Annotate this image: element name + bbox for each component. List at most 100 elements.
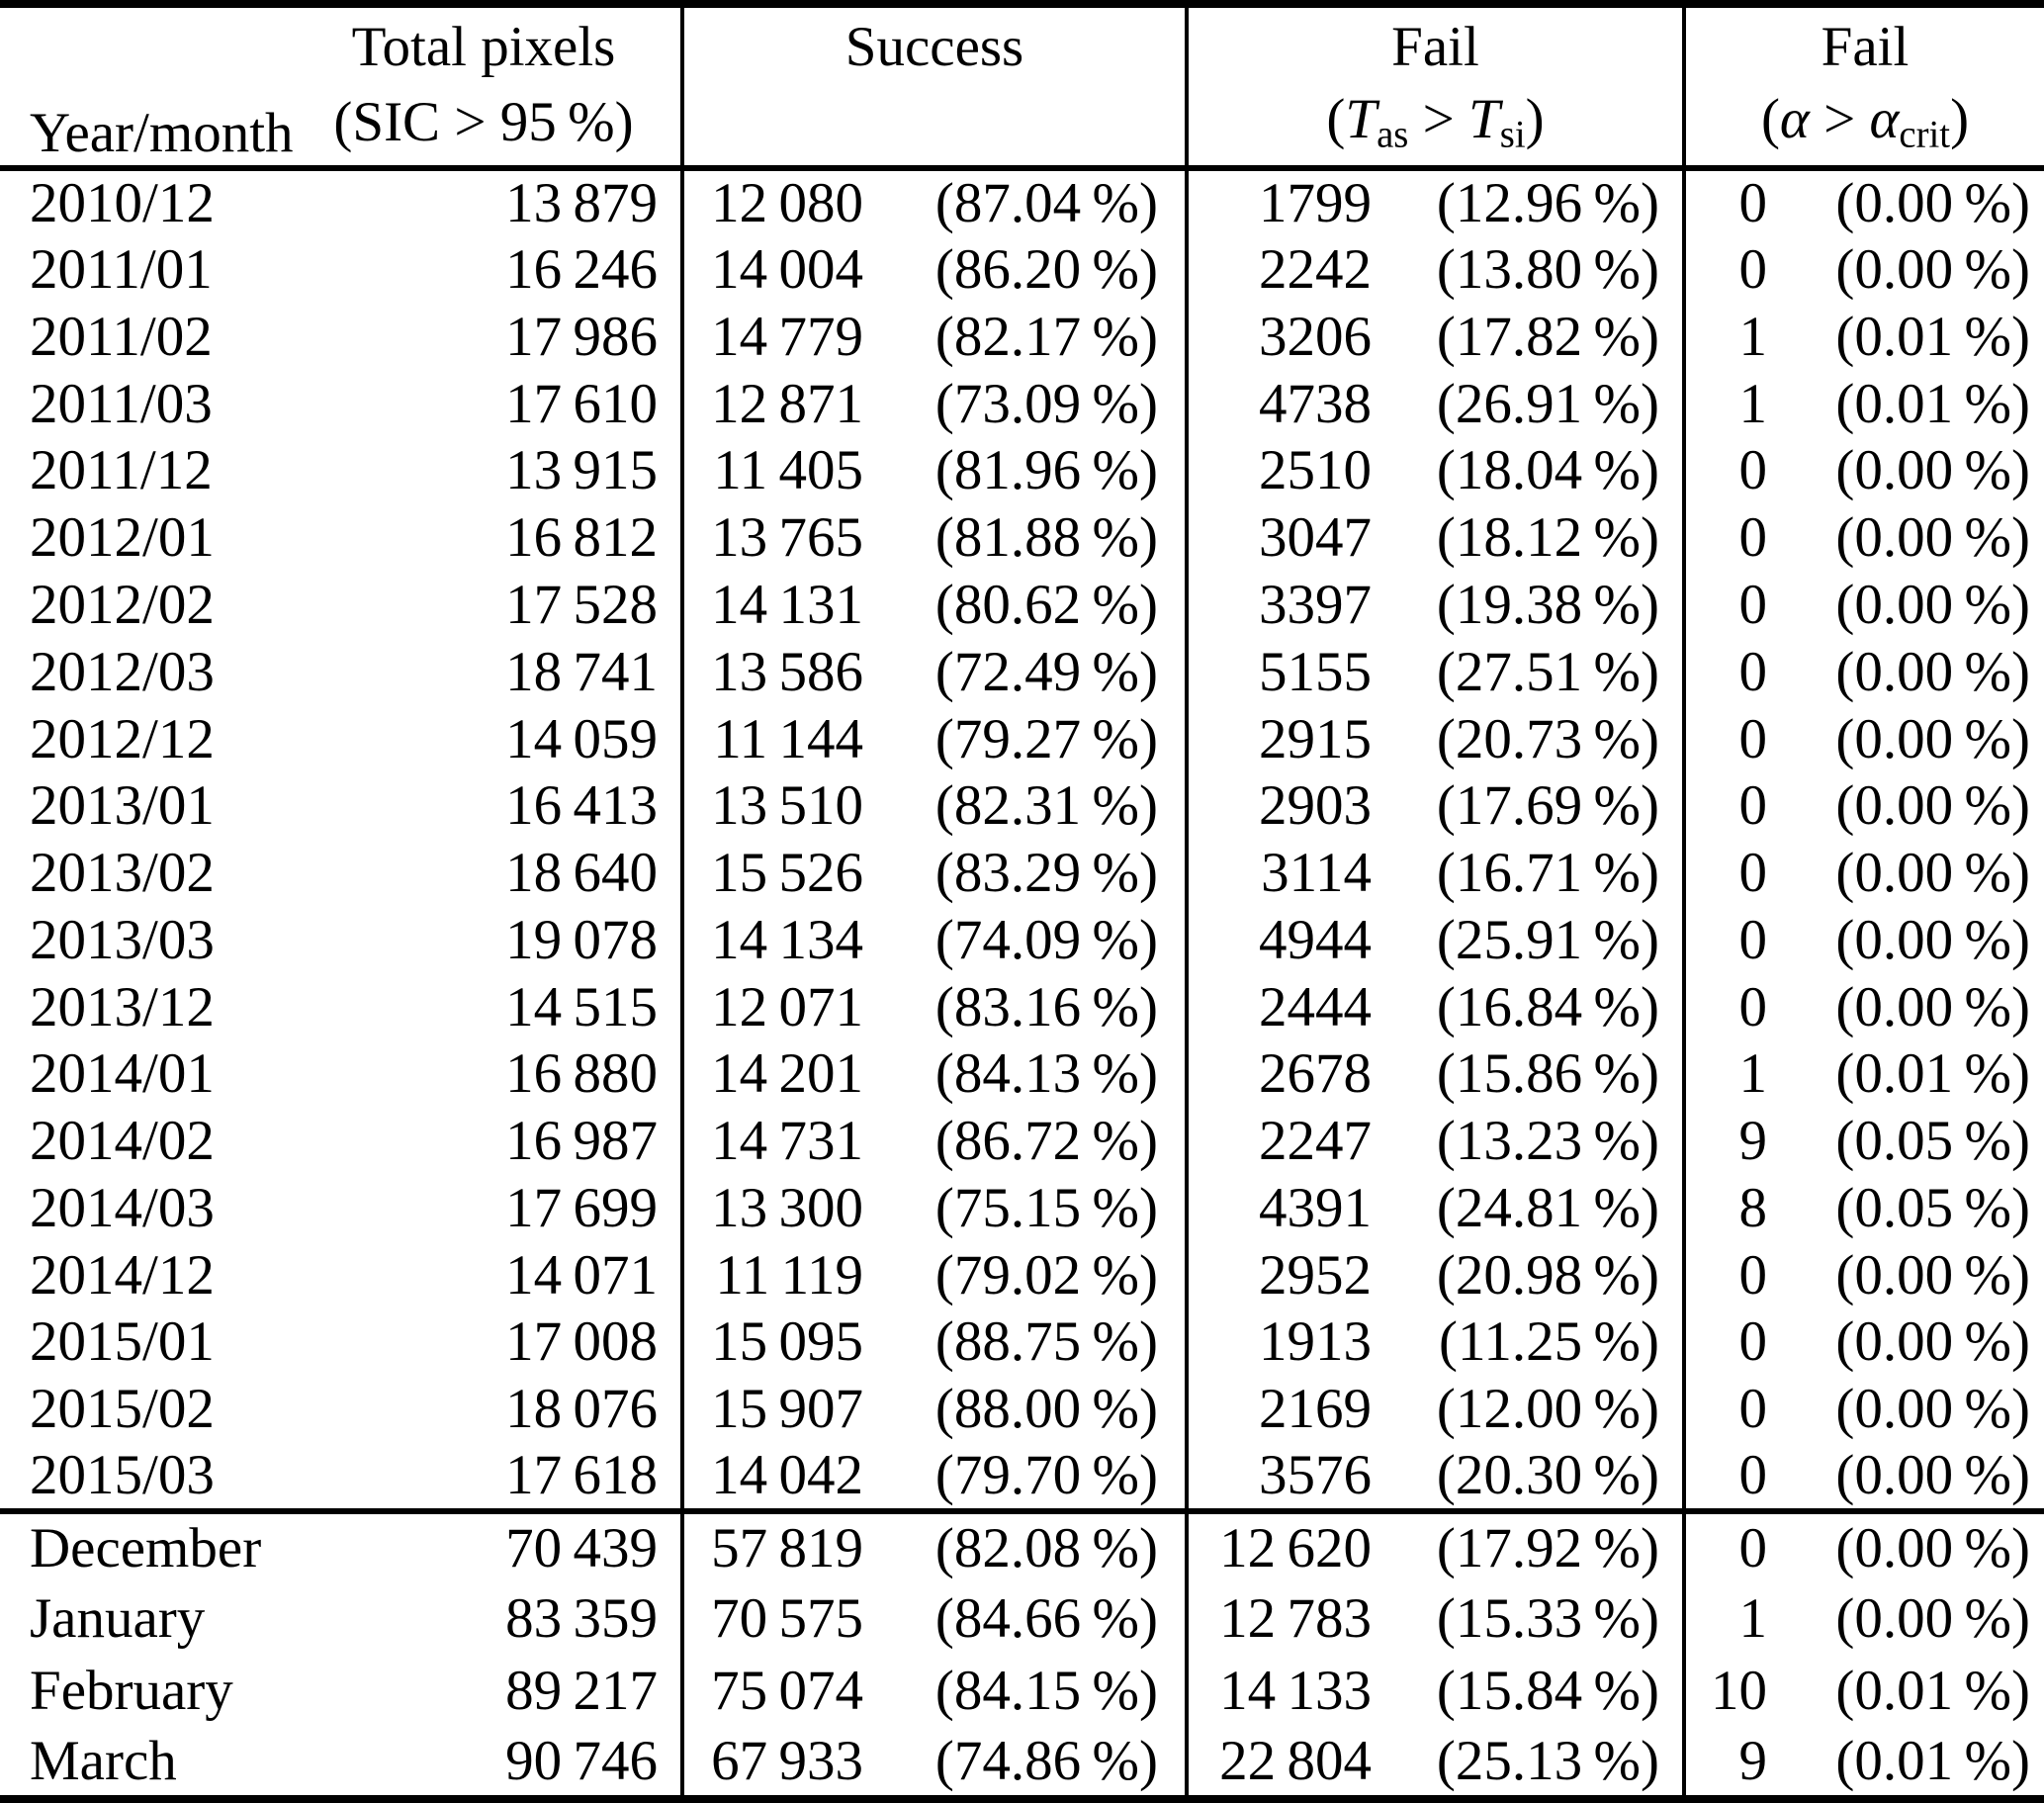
fail-alpha-percent-cell: (0.00 %): [1835, 707, 2030, 770]
table-row: 2015/03 17 618 14 042 (79.70 %) 3576 (20…: [0, 1442, 2044, 1511]
temp-symbol-snowice: T: [1468, 88, 1500, 151]
year-month-cell: 2015/02: [30, 1378, 215, 1441]
success-header-spacer: [680, 79, 1187, 171]
success-percent-cell: (82.17 %): [934, 305, 1158, 368]
total-pixels-cell: 19 078: [505, 908, 658, 971]
fail-temp-count-cell: 1913: [1185, 1308, 1384, 1376]
greater-than-sign: >: [1408, 88, 1469, 151]
fail-temp-count-cell: 4944: [1185, 906, 1384, 974]
year-month-cell: 2010/12: [30, 172, 215, 235]
fail-alpha-percent-cell: (0.00 %): [1835, 1378, 2030, 1441]
alpha-symbol: α: [1779, 88, 1810, 151]
success-percent-cell: (79.02 %): [934, 1243, 1158, 1307]
table-row: 2014/02 16 987 14 731 (86.72 %) 2247 (13…: [0, 1107, 2044, 1175]
temp-subscript-si: si: [1499, 113, 1526, 156]
table-row: 2013/01 16 413 13 510 (82.31 %) 2903 (17…: [0, 771, 2044, 840]
total-pixels-cell: 18 741: [505, 640, 658, 703]
fail-temp-count-cell: 2444: [1185, 973, 1384, 1040]
table-row: 2010/12 13 879 12 080 (87.04 %) 1799 (12…: [0, 168, 2044, 236]
year-month-cell: 2013/01: [30, 774, 215, 838]
fail-temp-percent-cell: (13.80 %): [1436, 238, 1659, 302]
success-percent-cell: (75.15 %): [934, 1176, 1158, 1239]
success-count-cell: 13 510: [680, 771, 880, 840]
fail-temp-count-cell: 2915: [1185, 705, 1384, 772]
alpha-subscript-crit: crit: [1899, 113, 1951, 156]
success-percent-cell: (79.70 %): [934, 1444, 1158, 1507]
fail-temp-percent-cell: (13.23 %): [1436, 1110, 1659, 1173]
table-row: 2014/01 16 880 14 201 (84.13 %) 2678 (15…: [0, 1039, 2044, 1108]
table-row: 2012/12 14 059 11 144 (79.27 %) 2915 (20…: [0, 705, 2044, 772]
fail-temp-count-cell: 4738: [1185, 370, 1384, 438]
fail-alpha-count-cell: 0: [1682, 1375, 1790, 1443]
fail-temp-count-cell: 2678: [1185, 1039, 1384, 1108]
success-count-cell: 12 871: [680, 370, 880, 438]
fail-temp-percent-cell: (20.30 %): [1436, 1444, 1659, 1507]
success-count-cell: 11 119: [680, 1241, 880, 1309]
fail-alpha-count-cell: 8: [1682, 1174, 1790, 1242]
total-pixels-cell: 17 528: [505, 573, 658, 636]
success-count-cell: 11 144: [680, 705, 880, 772]
fail-temp-count-cell: 3206: [1185, 303, 1384, 371]
fail-alpha-count-cell: 10: [1682, 1655, 1790, 1728]
total-pixels-cell: 17 986: [505, 305, 658, 368]
total-pixels-cell: 17 008: [505, 1310, 658, 1374]
total-pixels-header-line2: (SIC > 95 %): [287, 79, 682, 171]
fail-temp-percent-cell: (16.71 %): [1436, 842, 1659, 905]
total-pixels-cell: 18 076: [505, 1378, 658, 1441]
fail-temp-percent-cell: (17.92 %): [1384, 1507, 1684, 1583]
fail-temp-count-cell: 22 804: [1185, 1727, 1384, 1799]
fail-temp-count-cell: 2952: [1185, 1241, 1384, 1309]
fail-temp-percent-cell: (15.33 %): [1436, 1587, 1659, 1651]
header-row-1: Year/month Total pixels Success Fail Fai…: [0, 4, 2044, 171]
table-row: 2012/03 18 741 13 586 (72.49 %) 5155 (27…: [0, 638, 2044, 706]
success-percent-cell: (88.75 %): [934, 1310, 1158, 1374]
table-row: 2014/12 14 071 11 119 (79.02 %) 2952 (20…: [0, 1241, 2044, 1309]
fail-alpha-percent-cell: (0.01 %): [1835, 1042, 2030, 1106]
fail-temp-header: Fail: [1185, 4, 1684, 79]
fail-alpha-percent-cell: (0.00 %): [1835, 908, 2030, 971]
year-month-cell: 2012/02: [30, 573, 215, 636]
fail-alpha-percent-cell: (0.00 %): [1790, 1507, 2044, 1583]
fail-temp-count-cell: 3576: [1185, 1442, 1384, 1511]
success-count-cell: 13 765: [680, 503, 880, 572]
paren-open: (: [1760, 88, 1780, 151]
success-percent-cell: (74.09 %): [934, 908, 1158, 971]
success-count-cell: 14 042: [680, 1442, 880, 1511]
year-month-cell: March: [30, 1730, 177, 1793]
total-pixels-cell: 13 879: [505, 172, 658, 235]
fail-temp-count-cell: 3047: [1185, 503, 1384, 572]
total-pixels-cell: 90 746: [505, 1730, 658, 1793]
year-month-cell: 2011/02: [30, 305, 213, 368]
fail-alpha-condition: (α > αcrit): [1682, 79, 2044, 171]
success-percent-cell: (72.49 %): [934, 640, 1158, 703]
fail-alpha-percent-cell: (0.00 %): [1835, 1310, 2030, 1374]
total-pixels-cell: 83 359: [505, 1587, 658, 1651]
temp-symbol-airsnow: T: [1345, 88, 1377, 151]
total-pixels-cell: 14 059: [505, 707, 658, 770]
success-percent-cell: (81.88 %): [934, 506, 1158, 570]
fail-alpha-count-cell: 0: [1682, 503, 1790, 572]
fail-temp-count-cell: 3114: [1185, 839, 1384, 907]
total-pixels-cell: 16 812: [505, 506, 658, 570]
paren-close: ): [1950, 88, 1970, 151]
year-month-cell: 2011/03: [30, 372, 213, 435]
year-month-cell: 2013/02: [30, 842, 215, 905]
summary-rows-body: December 70 439 57 819 (82.08 %) 12 620 …: [0, 1507, 2044, 1799]
fail-alpha-count-cell: 0: [1682, 839, 1790, 907]
fail-alpha-header: Fail: [1682, 4, 2044, 79]
fail-alpha-percent-cell: (0.00 %): [1835, 439, 2030, 502]
year-month-cell: 2014/12: [30, 1243, 215, 1307]
fail-temp-percent-cell: (16.84 %): [1436, 975, 1659, 1038]
table-row: 2011/02 17 986 14 779 (82.17 %) 3206 (17…: [0, 303, 2044, 371]
table-row: December 70 439 57 819 (82.08 %) 12 620 …: [0, 1507, 2044, 1583]
table-row: February 89 217 75 074 (84.15 %) 14 133 …: [0, 1655, 2044, 1728]
year-month-cell: 2015/03: [30, 1444, 215, 1507]
success-percent-cell: (82.08 %): [880, 1507, 1187, 1583]
year-month-cell: 2011/12: [30, 439, 213, 502]
fail-alpha-percent-cell: (0.00 %): [1835, 774, 2030, 838]
fail-temp-count-cell: 12 783: [1185, 1582, 1384, 1656]
success-percent-cell: (74.86 %): [934, 1730, 1158, 1793]
success-percent-cell: (83.16 %): [934, 975, 1158, 1038]
year-month-cell: 2011/01: [30, 238, 213, 302]
